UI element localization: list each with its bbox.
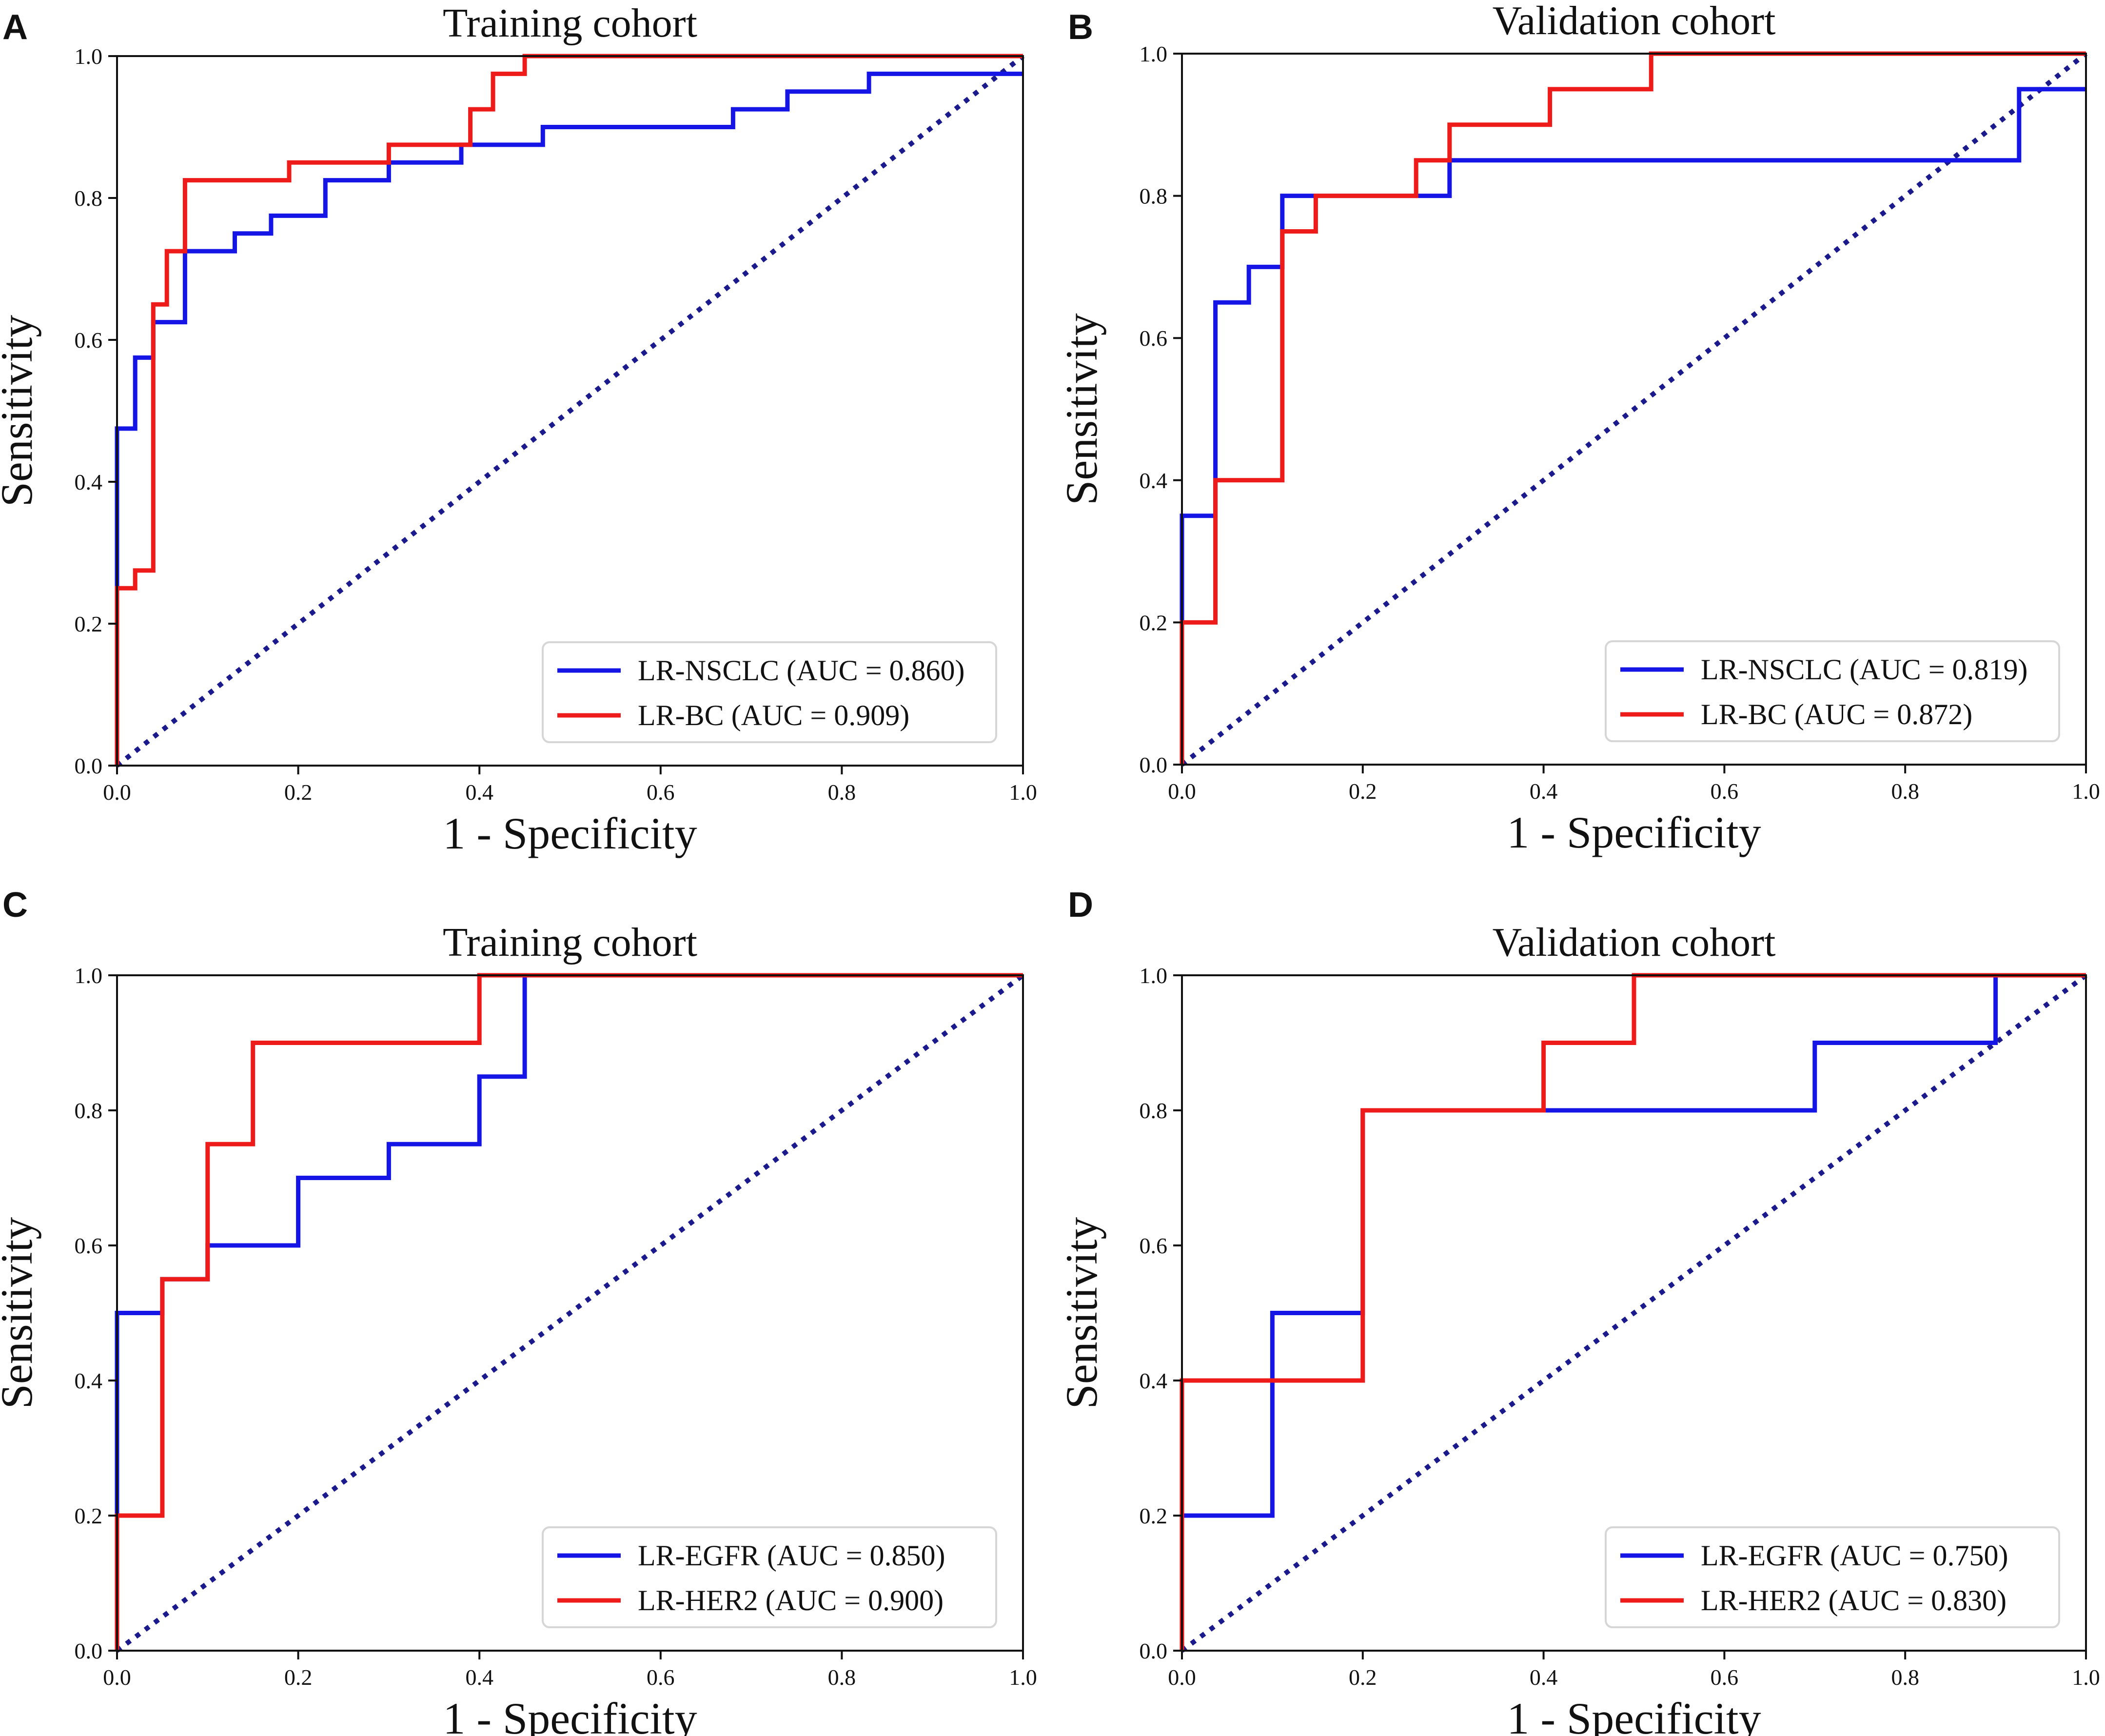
y-axis-label: Sensitivity: [0, 315, 41, 507]
y-tick-label: 0.2: [1140, 610, 1168, 635]
x-tick-label: 0.4: [1530, 1665, 1558, 1690]
roc-curve-red: [1180, 973, 2086, 1651]
chart-title: Training cohort: [443, 920, 697, 965]
y-tick-label: 0.4: [1140, 1368, 1168, 1393]
roc-panel-b: B Validation cohort 0.00.0 0.2 0.2 0.4 0.4 0.6 0…: [1057, 0, 2100, 857]
chart-title: Training cohort: [443, 0, 697, 46]
roc-panel-a: A Training cohort 0.00.0 0.2 0.2 0.4 0.4 0.6 0.6…: [0, 0, 1037, 858]
roc-panel-d: D Validation cohort 0.00.0 0.2 0.2 0.4 0.4 0.6 0…: [1057, 886, 2100, 1736]
y-tick-label: 1.0: [1140, 41, 1168, 66]
y-tick-label: 0.4: [75, 1368, 103, 1393]
legend: LR-EGFR (AUC = 0.850) LR-HER2 (AUC = 0.90…: [542, 1526, 997, 1628]
legend-label: LR-BC (AUC = 0.909): [638, 699, 909, 731]
chance-diagonal-line: [1180, 52, 2088, 767]
y-tick-label: 0.8: [1140, 184, 1168, 209]
x-tick-label: 0.8: [828, 780, 856, 805]
x-tick-label: 1.0: [2072, 779, 2100, 804]
x-axis-label: 1 - Specificity: [443, 1694, 697, 1736]
y-tick-label: 1.0: [75, 963, 103, 988]
y-tick-label: 0.6: [1140, 326, 1168, 351]
panel-letter: A: [2, 8, 28, 47]
x-tick-label: 0.8: [1891, 1665, 1919, 1690]
x-tick-label: 0.2: [1349, 1665, 1377, 1690]
y-tick-label: 0.4: [1140, 468, 1168, 493]
x-tick-label: 0.2: [1349, 779, 1377, 804]
x-tick-label: 0.0: [103, 780, 131, 805]
x-tick-label: 0.4: [1530, 779, 1558, 804]
roc-panel-c: C Training cohort 0.00.0 0.2 0.2 0.4 0.4 0.6 0.6…: [0, 886, 1037, 1736]
x-tick-label: 0.4: [465, 1665, 493, 1690]
legend-box: [542, 641, 997, 743]
legend-box: [1605, 640, 2060, 742]
y-tick-label: 0.2: [1140, 1503, 1168, 1528]
plot-frame: [116, 974, 1024, 1652]
y-axis-label: Sensitivity: [0, 1217, 41, 1409]
chance-diagonal-line: [1180, 973, 2087, 1653]
x-tick-label: 0.2: [284, 1665, 313, 1690]
y-tick-label: 0.4: [75, 470, 103, 494]
panel-letter: C: [2, 886, 28, 925]
x-tick-label: 0.2: [284, 780, 313, 805]
y-tick-label: 0.6: [75, 1233, 103, 1258]
panel-letter: D: [1068, 886, 1093, 925]
legend-label: LR-BC (AUC = 0.872): [1701, 698, 1972, 730]
legend: LR-NSCLC (AUC = 0.819) LR-BC (AUC = 0.872…: [1605, 640, 2060, 742]
chart-title: Validation cohort: [1493, 0, 1776, 43]
legend-box: [542, 1526, 997, 1628]
legend: LR-NSCLC (AUC = 0.860) LR-BC (AUC = 0.909…: [542, 641, 997, 743]
x-tick-label: 0.6: [647, 1665, 675, 1690]
x-axis-label: 1 - Specificity: [443, 809, 697, 858]
x-tick-label: 1.0: [1009, 1665, 1037, 1690]
legend-label: LR-HER2 (AUC = 0.900): [638, 1584, 944, 1617]
y-tick-label: 0.2: [75, 612, 103, 636]
roc-curve-red: [115, 54, 1023, 766]
legend-label: LR-EGFR (AUC = 0.850): [638, 1539, 945, 1572]
y-tick-label: 1.0: [75, 44, 103, 69]
x-tick-label: 0.4: [465, 780, 493, 805]
y-tick-label: 1.0: [1140, 963, 1168, 988]
x-tick-label: 1.0: [1009, 780, 1037, 805]
legend: LR-EGFR (AUC = 0.750) LR-HER2 (AUC = 0.83…: [1605, 1526, 2060, 1628]
x-tick-label: 0.0: [1168, 1665, 1196, 1690]
y-tick-label: 0.6: [75, 328, 103, 353]
roc-curve-red: [115, 973, 1023, 1651]
plot-frame: [1181, 974, 2087, 1652]
x-tick-label: 0.6: [647, 780, 675, 805]
x-tick-label: 0.0: [103, 1665, 131, 1690]
plot-frame: [1181, 53, 2087, 766]
panel-letter: B: [1068, 8, 1093, 47]
y-tick-label: 0.0: [1140, 752, 1168, 777]
legend-label: LR-NSCLC (AUC = 0.819): [1701, 653, 2028, 686]
y-tick-label: 0.8: [75, 1098, 103, 1123]
y-tick-label: 0.6: [1140, 1233, 1168, 1258]
x-axis-label: 1 - Specificity: [1507, 1694, 1761, 1736]
x-tick-label: 0.8: [828, 1665, 856, 1690]
y-tick-label: 0.0: [1140, 1638, 1168, 1663]
y-tick-label: 0.2: [75, 1503, 103, 1528]
x-tick-label: 0.6: [1711, 779, 1739, 804]
chance-diagonal-line: [115, 54, 1025, 768]
plot-frame: [116, 55, 1024, 767]
chance-diagonal-line: [116, 973, 1024, 1653]
y-tick-label: 0.8: [75, 186, 103, 211]
legend-label: LR-EGFR (AUC = 0.750): [1701, 1539, 2008, 1572]
legend-box: [1605, 1526, 2060, 1628]
y-axis-label: Sensitivity: [1057, 1217, 1106, 1409]
chart-title: Validation cohort: [1493, 920, 1776, 965]
x-tick-label: 1.0: [2072, 1665, 2100, 1690]
x-axis-label: 1 - Specificity: [1507, 808, 1761, 857]
y-tick-label: 0.8: [1140, 1098, 1168, 1123]
legend-label: LR-HER2 (AUC = 0.830): [1701, 1584, 2007, 1617]
x-tick-label: 0.8: [1891, 779, 1919, 804]
roc-curve-red: [1180, 51, 2086, 765]
y-axis-label: Sensitivity: [1057, 313, 1106, 505]
y-tick-label: 0.0: [75, 1638, 103, 1663]
x-tick-label: 0.6: [1711, 1665, 1739, 1690]
legend-label: LR-NSCLC (AUC = 0.860): [638, 654, 965, 687]
x-tick-label: 0.0: [1168, 779, 1196, 804]
y-tick-label: 0.0: [75, 753, 103, 778]
